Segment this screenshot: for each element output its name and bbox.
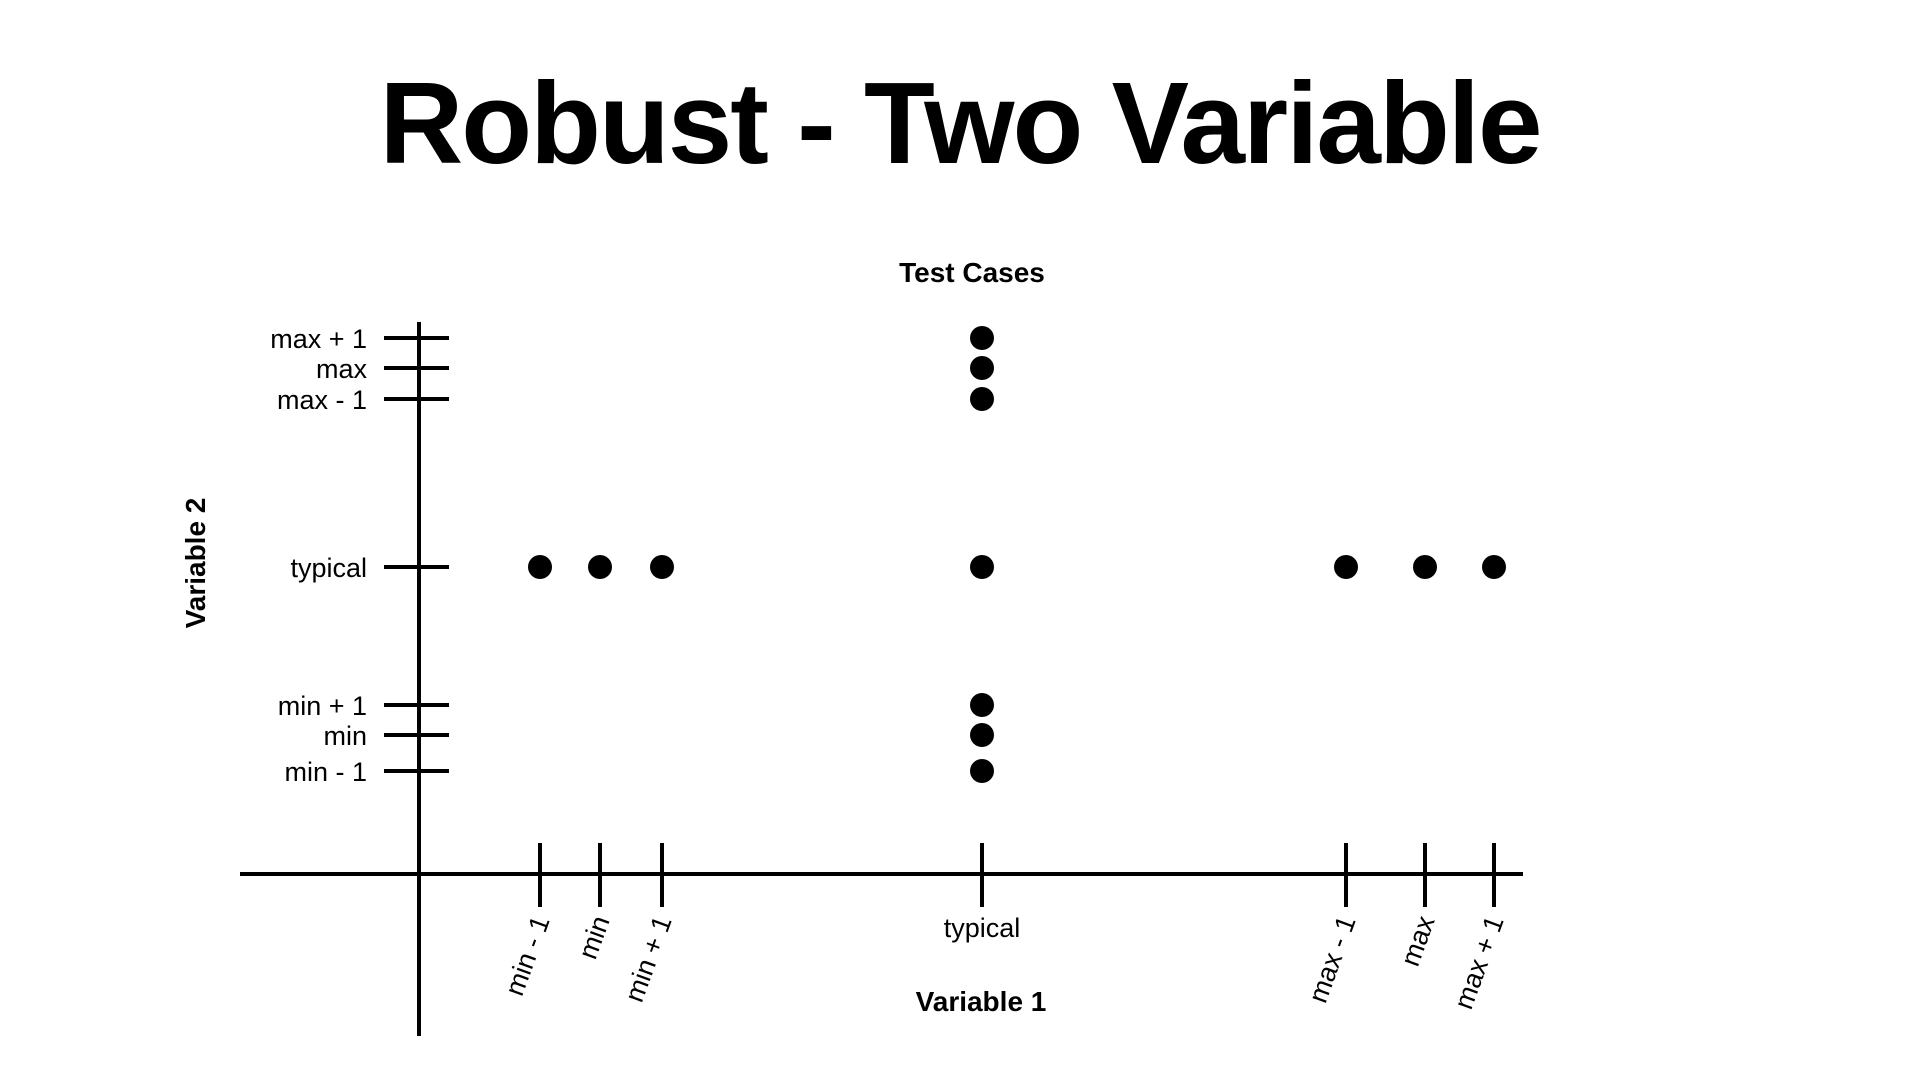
test-case-point — [650, 555, 674, 579]
x-tick-label: min + 1 — [619, 912, 678, 1006]
test-case-point — [528, 555, 552, 579]
y-tick-label: max — [316, 354, 368, 384]
x-tick-label: max — [1395, 911, 1441, 970]
test-case-point — [970, 693, 994, 717]
y-tick-label: min - 1 — [284, 757, 367, 787]
slide-title: Robust - Two Variable — [379, 58, 1542, 188]
test-case-point — [970, 387, 994, 411]
diagram-title: Test Cases — [899, 257, 1045, 288]
x-tick-label: min — [573, 912, 616, 963]
test-case-point — [1334, 555, 1358, 579]
y-tick-label: typical — [290, 553, 367, 583]
test-case-point — [970, 723, 994, 747]
x-tick-label: max + 1 — [1448, 912, 1509, 1013]
test-case-point — [970, 555, 994, 579]
test-case-point — [588, 555, 612, 579]
y-tick-label: max + 1 — [270, 324, 367, 354]
y-tick-label: min — [323, 721, 367, 751]
test-case-point — [970, 759, 994, 783]
test-case-point — [970, 326, 994, 350]
test-case-point — [970, 356, 994, 380]
x-tick-label: typical — [944, 913, 1021, 943]
x-axis-label: Variable 1 — [916, 986, 1047, 1017]
x-tick-label: min - 1 — [499, 912, 555, 1000]
y-tick-label: max - 1 — [277, 385, 367, 415]
x-tick-label: max - 1 — [1303, 912, 1362, 1007]
test-case-points — [528, 326, 1506, 783]
y-tick-label: min + 1 — [278, 691, 367, 721]
test-case-point — [1413, 555, 1437, 579]
y-axis-label: Variable 2 — [180, 498, 211, 629]
test-case-point — [1482, 555, 1506, 579]
